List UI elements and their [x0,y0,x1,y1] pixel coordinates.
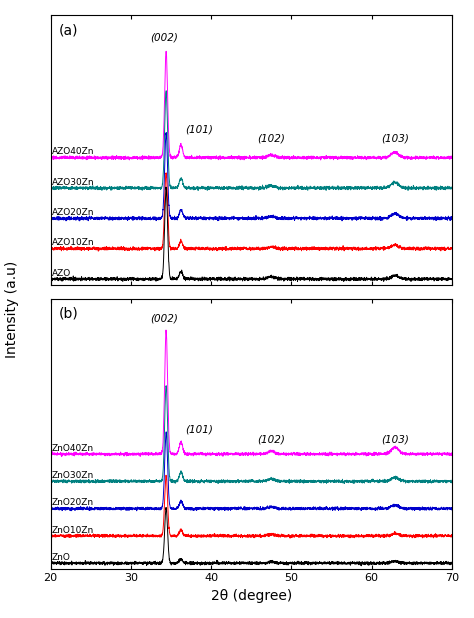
Text: (103): (103) [381,134,409,144]
Text: (102): (102) [257,434,285,444]
Text: ZnO30Zn: ZnO30Zn [52,471,94,480]
Text: ZnO20Zn: ZnO20Zn [52,499,94,507]
X-axis label: 2θ (degree): 2θ (degree) [210,589,292,603]
Text: (101): (101) [185,124,213,134]
Text: AZO20Zn: AZO20Zn [52,208,95,217]
Text: (002): (002) [150,313,178,323]
Text: AZO30Zn: AZO30Zn [52,178,95,187]
Text: Intensity (a.u): Intensity (a.u) [5,260,19,358]
Text: ZnO: ZnO [52,553,71,562]
Text: ZnO40Zn: ZnO40Zn [52,444,94,453]
Text: (103): (103) [381,434,409,444]
Text: (101): (101) [185,425,213,435]
Text: (102): (102) [257,134,285,144]
Text: AZO10Zn: AZO10Zn [52,239,95,247]
Text: AZO40Zn: AZO40Zn [52,147,95,156]
Text: (b): (b) [58,307,78,321]
Text: AZO: AZO [52,269,72,277]
Text: (002): (002) [150,32,178,42]
Text: ZnO10Zn: ZnO10Zn [52,526,94,535]
Text: (a): (a) [58,23,78,37]
